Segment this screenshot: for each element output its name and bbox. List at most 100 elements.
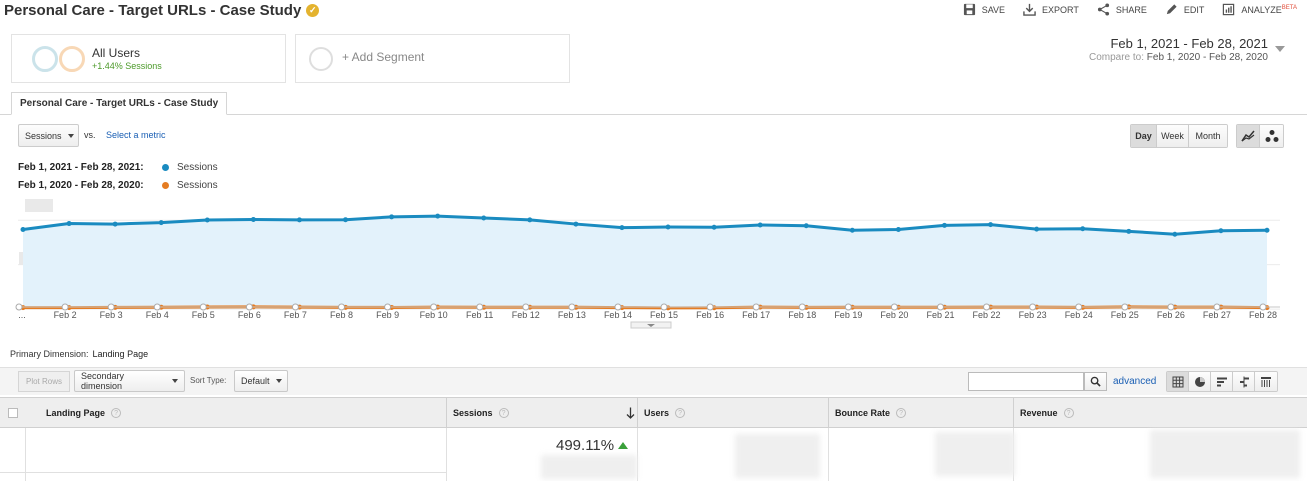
report-toolbar: SAVE EXPORT SHARE EDIT ANALYZEBETA <box>963 3 1297 16</box>
column-header-users[interactable]: Users? <box>637 398 828 428</box>
annotation-marker <box>568 303 576 311</box>
data-point-2021 <box>250 216 256 222</box>
percentage-view-button[interactable] <box>1189 372 1211 391</box>
annotation-marker <box>1121 303 1129 311</box>
x-tick-label: Feb 22 <box>973 310 1001 320</box>
chevron-down-icon <box>67 133 74 138</box>
column-header-revenue[interactable]: Revenue? <box>1013 398 1307 428</box>
x-tick-label: Feb 10 <box>420 310 448 320</box>
column-divider <box>828 428 829 481</box>
annotation-marker <box>1075 303 1083 311</box>
data-point-2021 <box>296 217 302 223</box>
sort-type-dropdown[interactable]: Default <box>234 370 288 392</box>
x-tick-label: Feb 4 <box>146 310 169 320</box>
annotation-marker <box>1259 303 1267 311</box>
annotation-marker <box>798 303 806 311</box>
x-tick-label: Feb 19 <box>834 310 862 320</box>
x-tick-label: Feb 8 <box>330 310 353 320</box>
column-header-sessions[interactable]: Sessions? <box>446 398 637 428</box>
export-button[interactable]: EXPORT <box>1023 3 1079 16</box>
segment-all-users[interactable]: All Users +1.44% Sessions <box>11 34 286 83</box>
tab-divider <box>0 114 1307 115</box>
date-range-picker[interactable]: Feb 1, 2021 - Feb 28, 2021 Compare to: F… <box>1089 36 1268 63</box>
column-header-bounce-rate[interactable]: Bounce Rate? <box>828 398 1013 428</box>
column-divider <box>25 428 26 481</box>
share-button[interactable]: SHARE <box>1097 3 1147 16</box>
x-tick-label: Feb 16 <box>696 310 724 320</box>
segment-sessions-change: +1.44% Sessions <box>92 61 162 71</box>
save-button[interactable]: SAVE <box>963 3 1005 16</box>
table-view-toggle <box>1166 371 1278 392</box>
plot-rows-button[interactable]: Plot Rows <box>18 371 70 392</box>
line-chart-button[interactable] <box>1237 125 1260 147</box>
comparison-view-button[interactable] <box>1233 372 1255 391</box>
date-range-dropdown-icon[interactable] <box>1275 46 1285 52</box>
annotation-marker <box>15 303 23 311</box>
x-tick-label: Feb 3 <box>100 310 123 320</box>
x-tick-label: Feb 27 <box>1203 310 1231 320</box>
share-label: SHARE <box>1115 4 1147 15</box>
granularity-toggle: Day Week Month <box>1130 124 1228 148</box>
granularity-week-button[interactable]: Week <box>1157 125 1189 147</box>
help-icon[interactable]: ? <box>896 408 907 418</box>
analyze-button[interactable]: ANALYZEBETA <box>1222 3 1297 16</box>
sessions-line-2021 <box>22 214 1268 236</box>
date-range-compare: Compare to: Feb 1, 2020 - Feb 28, 2020 <box>1089 52 1268 63</box>
data-point-2021 <box>1034 226 1040 232</box>
data-point-2021 <box>1264 227 1270 233</box>
x-tick-label: Feb 20 <box>880 310 908 320</box>
performance-view-button[interactable] <box>1211 372 1233 391</box>
primary-dimension-value[interactable]: Landing Page <box>92 349 149 359</box>
x-tick-label: Feb 25 <box>1111 310 1139 320</box>
granularity-month-button[interactable]: Month <box>1189 125 1227 147</box>
advanced-filter-link[interactable]: advanced <box>1113 376 1157 387</box>
data-point-2021 <box>158 220 164 226</box>
legend-dot-orange <box>162 182 169 189</box>
x-tick-label: Feb 11 <box>466 310 493 320</box>
primary-metric-dropdown[interactable]: Sessions <box>18 124 79 147</box>
legend-range: Feb 1, 2020 - Feb 28, 2020: <box>18 180 144 191</box>
motion-chart-button[interactable] <box>1260 125 1283 147</box>
line-chart-icon <box>1241 130 1255 142</box>
data-point-2021 <box>66 221 72 227</box>
analyze-label: ANALYZE <box>1241 4 1282 15</box>
granularity-day-button[interactable]: Day <box>1131 125 1157 147</box>
pie-chart-icon <box>1194 376 1205 387</box>
table-search-input[interactable] <box>968 372 1084 391</box>
add-segment-button[interactable]: + Add Segment <box>295 34 570 83</box>
annotation-marker <box>245 303 253 311</box>
help-icon[interactable]: ? <box>498 408 509 418</box>
select-all-checkbox[interactable] <box>8 408 18 418</box>
data-point-2021 <box>112 221 118 227</box>
x-tick-label: Feb 5 <box>192 310 215 320</box>
x-tick-label: Feb 14 <box>604 310 632 320</box>
primary-dimension: Primary Dimension: Landing Page <box>10 349 148 359</box>
annotation-marker <box>338 303 346 311</box>
date-range-main: Feb 1, 2021 - Feb 28, 2021 <box>1110 36 1268 51</box>
sessions-change-text: 499.11% <box>556 437 615 454</box>
select-metric-link[interactable]: Select a metric <box>106 130 166 140</box>
secondary-dimension-dropdown[interactable]: Secondary dimension <box>74 370 185 392</box>
data-table-view-button[interactable] <box>1167 372 1189 391</box>
data-point-2021 <box>389 214 395 220</box>
data-point-2021 <box>1080 226 1086 232</box>
edit-label: EDIT <box>1183 4 1205 15</box>
tab-explorer[interactable]: Personal Care - Target URLs - Case Study <box>11 92 228 115</box>
column-header-landing-page[interactable]: Landing Page? <box>26 398 446 428</box>
help-icon[interactable]: ? <box>675 408 686 418</box>
annotation-marker <box>107 303 115 311</box>
help-icon[interactable]: ? <box>1063 408 1074 418</box>
pivot-view-button[interactable] <box>1255 372 1277 391</box>
edit-icon <box>1166 4 1177 15</box>
help-icon[interactable]: ? <box>111 408 122 418</box>
redacted-value <box>735 434 820 478</box>
data-point-2021 <box>757 222 763 228</box>
x-tick-label: Feb 18 <box>788 310 816 320</box>
table-search-button[interactable] <box>1084 372 1107 391</box>
annotation-marker <box>660 303 668 311</box>
data-point-2021 <box>1126 228 1132 234</box>
sort-type-value: Default <box>241 376 270 386</box>
sessions-line-chart[interactable]: ... Feb 2 Feb 3 Feb 4 Feb 5 Feb 6 Feb 7 Feb 8 Fe… <box>0 195 1307 335</box>
edit-button[interactable]: EDIT <box>1165 3 1205 16</box>
empty-segment-circle-icon <box>309 47 333 71</box>
